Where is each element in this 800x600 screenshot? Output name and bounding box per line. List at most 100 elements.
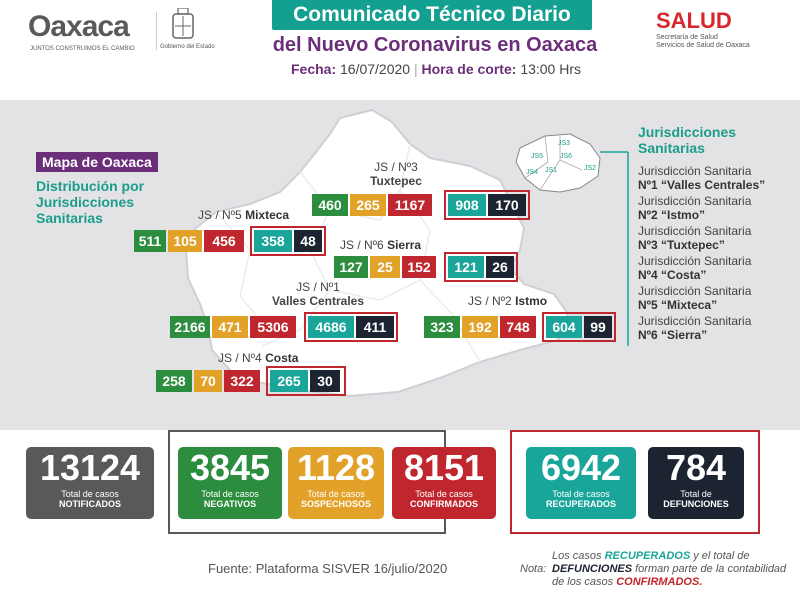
seal-caption: Gobierno del Estado <box>160 44 215 50</box>
negativos-label1: Total de casos <box>201 489 259 499</box>
sierra-sospechosos: 25 <box>370 256 400 278</box>
mixteca-confirmados: 456 <box>204 230 244 252</box>
region-js-tuxtepec: JS / Nº3 <box>374 160 418 174</box>
sospechosos-value: 1128 <box>296 447 376 488</box>
notificados-label1: Total de casos <box>61 489 119 499</box>
recuperados-label2: RECUPERADOS <box>545 499 616 509</box>
footer-note: Nota: Los casos RECUPERADOS y el total d… <box>520 550 790 589</box>
map-subtitle-2: Jurisdicciones <box>36 194 135 210</box>
legend-item-3-line1: Jurisdicción Sanitaria <box>638 224 752 238</box>
region-label-mixteca: JS / Nº5 Mixteca <box>198 208 289 222</box>
sierra-confirmados: 152 <box>402 256 436 278</box>
notificados-label2: NOTIFICADOS <box>59 499 121 509</box>
recuperados-value: 6942 <box>540 447 622 488</box>
region-label-istmo: JS / Nº2 Istmo <box>468 294 547 308</box>
costa-frame <box>266 366 346 396</box>
defunciones-label2: DEFUNCIONES <box>663 499 729 509</box>
valles-frame <box>304 312 398 342</box>
data-source: Fuente: Plataforma SISVER 16/julio/2020 <box>208 561 448 576</box>
map-title: Mapa de Oaxaca <box>36 152 158 172</box>
map-subtitle: Distribución por Jurisdicciones Sanitari… <box>36 178 186 226</box>
confirmados-label2: CONFIRMADOS <box>410 499 478 509</box>
valles-defunciones: 411 <box>356 316 394 338</box>
region-label-costa: JS / Nº4 Costa <box>218 351 298 365</box>
valles-negativos: 2166 <box>170 316 210 338</box>
region-name-istmo: Istmo <box>515 294 548 308</box>
mixteca-negativos: 511 <box>134 230 166 252</box>
note-defunciones: DEFUNCIONES <box>552 563 633 575</box>
legend-item-4-line1: Jurisdicción Sanitaria <box>638 254 752 268</box>
costa-defunciones: 30 <box>310 370 340 392</box>
costa-confirmados: 322 <box>224 370 260 392</box>
sierra-negativos: 127 <box>334 256 368 278</box>
sierra-frame <box>444 252 518 282</box>
region-name-valles: Valles Centrales <box>271 294 365 308</box>
page-title: Comunicado Técnico Diario <box>272 0 592 30</box>
legend-title: Jurisdicciones Sanitarias <box>638 124 736 156</box>
card-negativos: 3845 Total de casos NEGATIVOS <box>178 447 282 519</box>
legend-item-6-line2: Nº6 “Sierra” <box>638 328 708 342</box>
tuxtepec-recuperados: 908 <box>448 194 486 216</box>
mixteca-frame <box>250 226 326 256</box>
legend-item-1-line1: Jurisdicción Sanitaria <box>638 164 752 178</box>
outcomes-group-frame <box>510 430 760 534</box>
map-subtitle-1: Distribución por <box>36 178 145 194</box>
mini-label-js5: JS5 <box>531 153 543 160</box>
note-text-1: Los casos <box>552 550 602 562</box>
tuxtepec-sospechosos: 265 <box>350 194 386 216</box>
page-subtitle: del Nuevo Coronavirus en Oaxaca <box>272 34 598 56</box>
region-label-valles: JS / Nº1 Valles Centrales <box>266 280 370 308</box>
valles-sospechosos: 471 <box>212 316 248 338</box>
legend-item-5: Jurisdicción Sanitaria Nº5 “Mixteca” <box>638 284 751 312</box>
valles-recuperados: 4686 <box>308 316 354 338</box>
region-js-valles: JS / Nº1 <box>296 280 340 294</box>
costa-sospechosos: 70 <box>194 370 222 392</box>
sierra-defunciones: 26 <box>486 256 514 278</box>
costa-recuperados: 265 <box>270 370 308 392</box>
tuxtepec-confirmados: 1167 <box>388 194 432 216</box>
legend-item-1: Jurisdicción Sanitaria Nº1 “Valles Centra… <box>638 164 765 192</box>
negativos-value: 3845 <box>189 447 271 488</box>
negativos-label2: NEGATIVOS <box>203 499 257 509</box>
legend-item-3: Jurisdicción Sanitaria Nº3 “Tuxtepec” <box>638 224 751 252</box>
istmo-frame <box>542 312 616 342</box>
istmo-sospechosos: 192 <box>462 316 498 338</box>
sospechosos-label1: Total de casos <box>307 489 365 499</box>
seal-icon <box>172 8 194 39</box>
notificados-value: 13124 <box>39 447 141 488</box>
brand-tagline: JUNTOS CONSTRUIMOS EL CAMBIO <box>30 46 135 52</box>
costa-negativos: 258 <box>156 370 192 392</box>
card-sospechosos: 1128 Total de casos SOSPECHOSOS <box>288 447 384 519</box>
istmo-confirmados: 748 <box>500 316 536 338</box>
istmo-defunciones: 99 <box>584 316 612 338</box>
legend-item-5-line2: Nº5 “Mixteca” <box>638 298 718 312</box>
legend-item-3-line2: Nº3 “Tuxtepec” <box>638 238 725 252</box>
tuxtepec-defunciones: 170 <box>488 194 526 216</box>
mini-label-js3: JS3 <box>558 140 570 147</box>
date-value: 16/07/2020 <box>340 61 411 77</box>
report-date-line: Fecha: 16/07/2020 | Hora de corte: 13:00… <box>290 61 582 77</box>
salud-sub2: Servicios de Salud de Oaxaca <box>656 42 750 49</box>
note-text-2: y el total de <box>693 550 750 562</box>
mini-label-js6: JS6 <box>560 153 572 160</box>
region-js-costa: JS / Nº4 <box>218 351 262 365</box>
legend-item-6: Jurisdicción Sanitaria Nº6 “Sierra” <box>638 314 751 342</box>
cut-label: Hora de corte: <box>421 61 517 77</box>
region-label-sierra: JS / Nº6 Sierra <box>340 238 421 252</box>
legend-item-6-line1: Jurisdicción Sanitaria <box>638 314 752 328</box>
region-js-sierra: JS / Nº6 <box>340 238 384 252</box>
mixteca-defunciones: 48 <box>294 230 322 252</box>
legend-title-2: Sanitarias <box>638 140 705 156</box>
mini-label-js2: JS2 <box>584 165 596 172</box>
brand-wordmark: Oaxaca <box>28 10 130 43</box>
salud-logo: SALUD Secretaría de Salud Servicios de S… <box>656 8 786 50</box>
header-divider <box>156 12 157 50</box>
legend-item-2-line1: Jurisdicción Sanitaria <box>638 194 752 208</box>
salud-sub1: Secretaría de Salud <box>656 34 718 41</box>
note-prefix: Nota: <box>520 563 547 575</box>
oaxaca-logo: Oaxaca JUNTOS CONSTRUIMOS EL CAMBIO <box>28 10 148 52</box>
card-recuperados: 6942 Total de casos RECUPERADOS <box>526 447 636 519</box>
note-text-3: forman parte de la contabilidad de los c… <box>552 563 787 588</box>
legend-item-2-line2: Nº2 “Istmo” <box>638 208 706 222</box>
mini-label-js4: JS4 <box>526 169 538 176</box>
